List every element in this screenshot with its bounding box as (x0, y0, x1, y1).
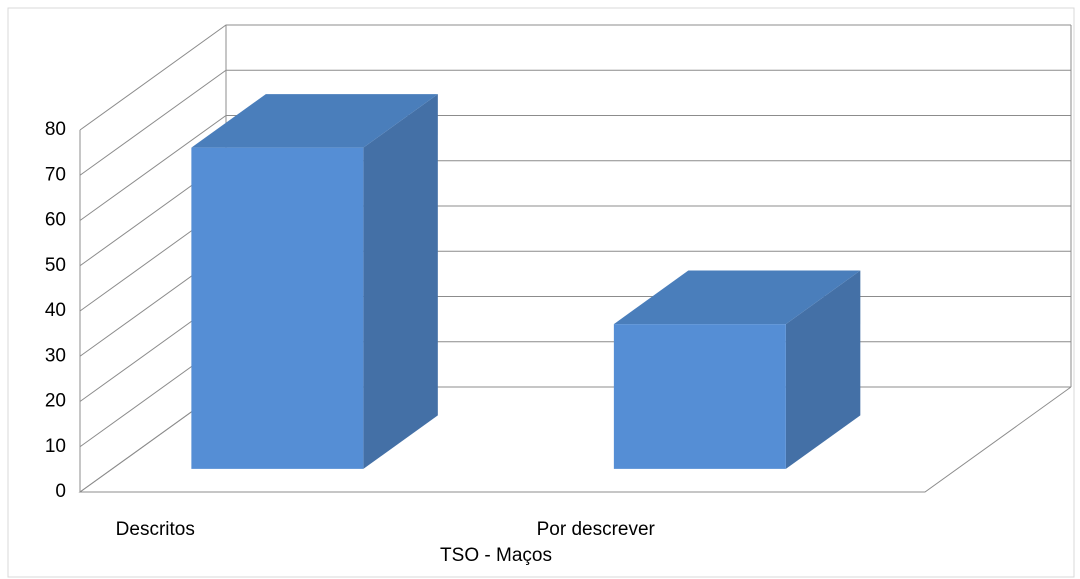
bar-side (785, 270, 861, 469)
y-tick-label: 10 (45, 436, 66, 457)
x-axis-title: TSO - Maços (440, 545, 552, 566)
chart-border (7, 7, 1075, 578)
y-tick-label: 50 (45, 255, 66, 276)
bar (191, 147, 364, 469)
y-tick-label: 60 (45, 210, 66, 231)
grid-line (79, 69, 1071, 176)
y-tick-label: 40 (45, 300, 66, 321)
x-tick-label: Por descrever (537, 519, 656, 540)
bar (613, 324, 786, 469)
y-tick-label: 0 (55, 481, 66, 502)
y-tick-label: 80 (45, 119, 66, 140)
x-tick-label: Descritos (116, 519, 195, 540)
bar-side (363, 94, 438, 469)
grid-line (79, 115, 1071, 221)
grid-line (79, 24, 1071, 131)
y-tick-label: 70 (45, 164, 66, 185)
bar-top (191, 94, 438, 148)
y-tick-label: 20 (45, 391, 66, 412)
y-tick-label: 30 (45, 345, 66, 366)
bar-top (613, 270, 861, 325)
